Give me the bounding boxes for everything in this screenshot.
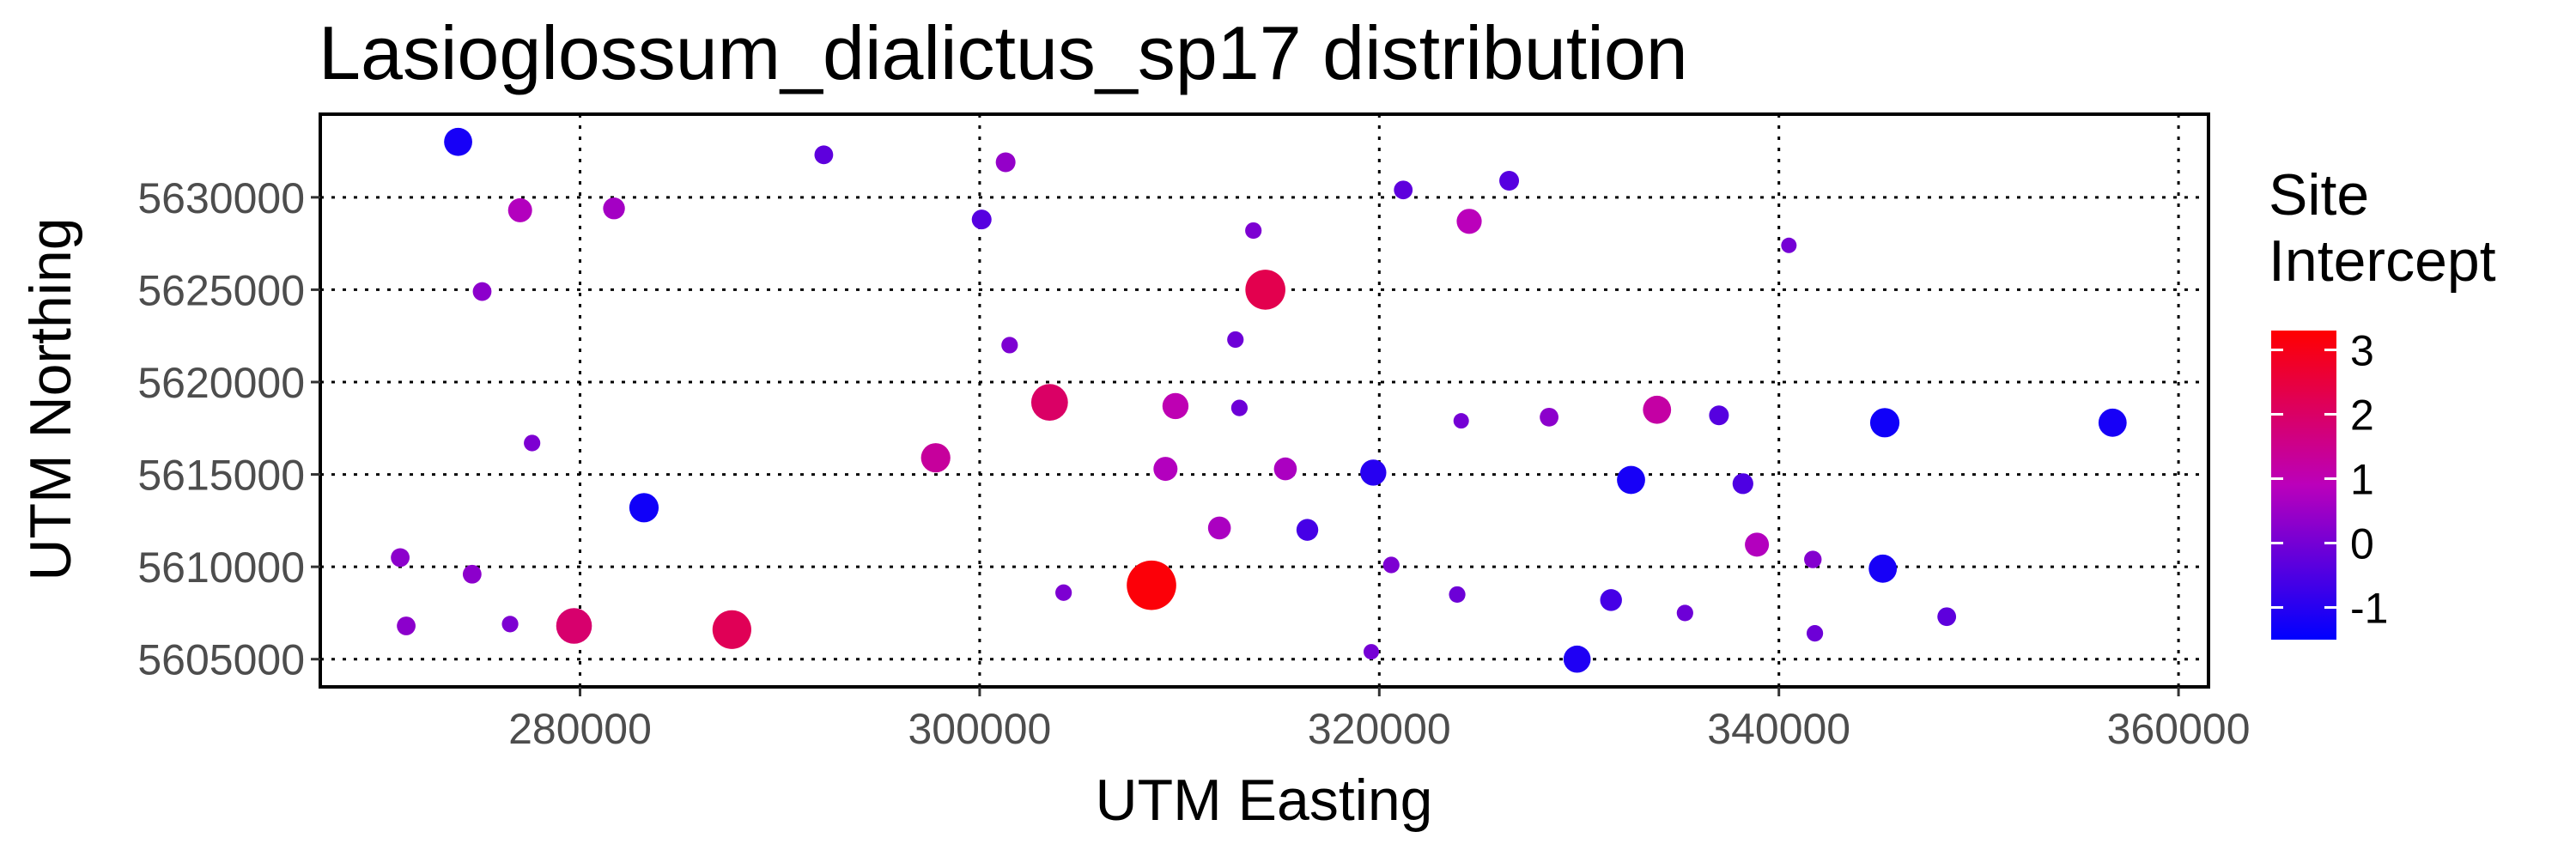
legend-tick-label-3: 0: [2350, 520, 2374, 568]
data-point-6: [462, 564, 482, 584]
data-point-33: [1449, 586, 1466, 604]
x-axis-title: UTM Easting: [1096, 768, 1433, 833]
x-tick-label-0: 280000: [508, 705, 652, 753]
y-tick-label-5: 5630000: [137, 174, 305, 222]
data-point-7: [397, 616, 416, 635]
data-point-19: [1127, 560, 1176, 610]
data-point-0: [444, 127, 472, 156]
legend-title-line-2: Intercept: [2269, 228, 2496, 294]
data-point-13: [971, 209, 992, 230]
data-point-22: [1207, 516, 1231, 540]
data-point-48: [1806, 625, 1824, 642]
legend-tick-label-2: 1: [2350, 456, 2374, 504]
data-point-11: [712, 610, 751, 649]
panel-border: [319, 112, 2210, 689]
data-point-35: [1456, 209, 1482, 234]
data-point-16: [920, 443, 951, 473]
data-point-28: [1296, 519, 1319, 541]
y-tick-label-1: 5610000: [137, 543, 305, 592]
data-point-25: [1245, 222, 1262, 240]
plot-panel: 280000 300000 320000 340000 360000 5605000 561…: [137, 112, 2251, 753]
data-point-44: [1732, 473, 1753, 495]
data-point-26: [1245, 270, 1285, 310]
data-point-15: [1001, 337, 1018, 354]
y-tick-label-0: 5605000: [137, 636, 305, 684]
legend-tick-label-4: -1: [2350, 585, 2388, 633]
data-point-21: [1162, 392, 1189, 420]
x-tick-label-1: 300000: [908, 705, 1051, 753]
data-point-31: [1382, 556, 1400, 574]
data-point-29: [1360, 459, 1387, 486]
y-tick-label-3: 5620000: [137, 359, 305, 407]
legend-title-line-1: Site: [2269, 162, 2369, 228]
data-point-14: [995, 152, 1016, 173]
data-point-10: [629, 493, 659, 523]
x-tick-label-4: 360000: [2107, 705, 2251, 753]
legend-tick-label-0: 3: [2350, 327, 2374, 375]
data-point-24: [1230, 399, 1249, 416]
data-point-3: [472, 282, 492, 301]
data-point-43: [1709, 405, 1729, 426]
data-point-32: [1394, 180, 1413, 200]
data-point-40: [1617, 465, 1645, 495]
data-point-50: [1868, 554, 1898, 583]
data-point-37: [1540, 407, 1558, 427]
data-point-42: [1676, 604, 1693, 622]
data-point-47: [1804, 550, 1822, 568]
data-point-17: [1030, 384, 1068, 422]
data-point-23: [1227, 331, 1244, 349]
x-tick-label-2: 320000: [1308, 705, 1451, 753]
data-point-38: [1563, 645, 1591, 673]
data-point-12: [814, 145, 834, 165]
data-point-39: [1600, 589, 1622, 611]
data-point-51: [1937, 607, 1957, 627]
data-point-41: [1643, 395, 1672, 424]
x-tick-label-3: 340000: [1707, 705, 1850, 753]
legend: Site Intercept 3 2 1 0 -1: [2269, 162, 2496, 640]
data-point-27: [1273, 457, 1297, 481]
data-point-34: [1453, 413, 1469, 429]
y-tick-label-4: 5625000: [137, 266, 305, 314]
data-point-49: [1869, 408, 1900, 438]
data-point-20: [1153, 457, 1178, 482]
y-axis-title: UTM Northing: [18, 217, 83, 580]
chart-title: Lasioglossum_dialictus_sp17 distribution: [319, 10, 1688, 95]
data-point-4: [524, 434, 541, 452]
data-point-2: [603, 197, 625, 220]
data-point-9: [556, 608, 592, 644]
data-point-18: [1055, 584, 1072, 601]
legend-colorbar: [2271, 331, 2336, 640]
data-point-45: [1745, 532, 1770, 557]
data-point-30: [1363, 644, 1379, 660]
data-point-8: [501, 616, 519, 633]
data-point-52: [2098, 408, 2127, 437]
data-point-36: [1499, 170, 1520, 191]
legend-tick-label-1: 2: [2350, 392, 2374, 440]
y-tick-label-2: 5615000: [137, 452, 305, 500]
data-point-5: [391, 548, 410, 568]
data-point-1: [507, 197, 532, 222]
data-point-46: [1781, 237, 1797, 253]
